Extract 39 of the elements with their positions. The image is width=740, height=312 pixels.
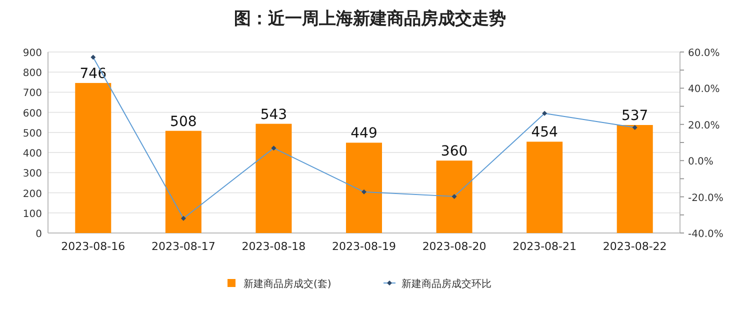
x-tick-label: 2023-08-17 (151, 240, 216, 253)
y-tick-label: 900 (22, 48, 42, 59)
y2-tick-label: 0.0% (688, 156, 714, 168)
x-tick-label: 2023-08-16 (61, 240, 126, 253)
bar (526, 142, 563, 233)
x-tick-label: 2023-08-19 (332, 240, 396, 253)
data-label: 454 (531, 124, 558, 141)
y-tick-label: 600 (22, 108, 42, 120)
bar (616, 125, 653, 233)
x-tick-label: 2023-08-18 (242, 240, 306, 253)
y-tick-label: 800 (22, 68, 42, 80)
y2-tick-label: 40.0% (688, 84, 720, 96)
y-tick-label: 0 (36, 229, 42, 240)
bar (165, 130, 202, 233)
x-tick-label: 2023-08-21 (512, 240, 577, 253)
bar (75, 82, 112, 233)
legend-label: 新建商品房成交(套) (244, 278, 332, 290)
data-label: 543 (260, 106, 288, 123)
y-tick-label: 100 (22, 208, 42, 220)
y2-tick-label: -20.0% (688, 192, 724, 204)
bar (436, 160, 472, 233)
x-tick-label: 2023-08-22 (602, 240, 667, 253)
legend-label: 新建商品房成交环比 (402, 278, 492, 290)
y2-tick-label: 60.0% (688, 48, 720, 59)
bar (346, 142, 382, 233)
y-tick-label: 300 (22, 168, 42, 180)
data-label: 508 (170, 114, 197, 130)
y2-tick-label: 20.0% (688, 120, 720, 132)
data-label: 537 (621, 108, 648, 124)
x-tick-label: 2023-08-20 (422, 240, 486, 253)
y-tick-label: 200 (22, 188, 42, 200)
bar (256, 124, 292, 233)
y-tick-label: 400 (22, 148, 42, 160)
y-tick-label: 700 (22, 88, 42, 100)
chart-title: 图：近一周上海新建商品房成交走势 (234, 9, 506, 29)
y2-tick-label: -40.0% (688, 229, 724, 240)
data-label: 449 (350, 126, 378, 142)
data-label: 360 (440, 144, 468, 160)
y-tick-label: 500 (22, 128, 42, 140)
